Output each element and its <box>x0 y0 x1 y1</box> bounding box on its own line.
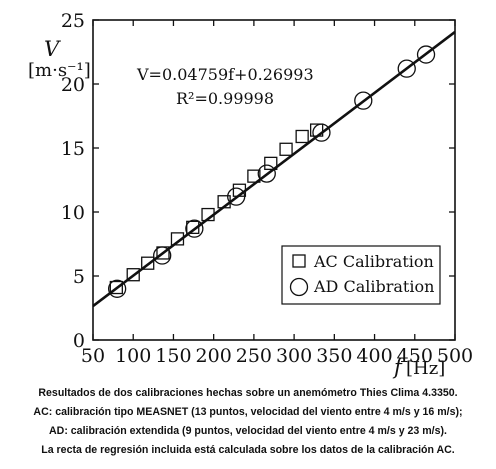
ac-calibration-point <box>201 207 215 222</box>
x-axis-unit: [Hz] <box>406 358 445 379</box>
data-points <box>107 45 436 298</box>
x-tick-label: 350 <box>316 345 352 367</box>
legend: AC Calibration AD Calibration <box>281 245 441 305</box>
x-tick-label: 450 <box>397 345 433 367</box>
ad-calibration-point <box>312 123 331 142</box>
regression-r-squared: R²=0.99998 <box>176 89 274 108</box>
ac-calibration-point <box>126 268 140 282</box>
legend-square-icon <box>292 254 306 268</box>
y-tick-label: 15 <box>61 138 85 160</box>
ac-calibration-point <box>247 169 261 183</box>
ad-calibration-point <box>257 164 276 183</box>
x-tick-label: 400 <box>356 345 392 367</box>
y-tick-label: 5 <box>73 266 85 288</box>
caption-line-1: Resultados de dos calibraciones hechas s… <box>38 387 458 399</box>
ad-calibration-point <box>416 45 436 64</box>
y-tick-label: 0 <box>73 330 85 352</box>
tick-marks <box>92 19 456 341</box>
ac-calibration-point <box>232 183 247 197</box>
caption-line-2: AC: calibración tipo MEASNET (13 puntos,… <box>33 406 463 418</box>
y-tick-label: 20 <box>61 74 85 96</box>
y-tick-label: 10 <box>61 202 85 224</box>
calibration-chart: 50 100 150 200 250 300 350 400 450 5000510152025 … <box>28 10 473 379</box>
ac-calibration-point <box>141 256 155 270</box>
y-tick-label: 25 <box>61 10 85 32</box>
ac-calibration-point <box>170 232 185 246</box>
ac-calibration-point <box>279 142 293 156</box>
legend-label-ad: AD Calibration <box>313 277 434 296</box>
legend-label-ac: AC Calibration <box>313 252 434 271</box>
legend-circle-icon <box>289 277 309 297</box>
x-tick-label: 250 <box>236 345 272 367</box>
x-tick-label: 50 <box>81 345 105 367</box>
ad-calibration-point <box>153 246 172 265</box>
ac-calibration-point <box>264 156 278 171</box>
ac-calibration-point <box>109 280 123 295</box>
ad-calibration-point <box>354 91 373 110</box>
legend-frame <box>281 245 441 305</box>
y-axis-variable: V <box>44 37 61 61</box>
regression-equation: V=0.04759f+0.26993 <box>136 65 314 84</box>
ad-calibration-point <box>397 59 416 78</box>
x-tick-label: 500 <box>437 345 473 367</box>
ac-calibration-point <box>309 123 324 137</box>
x-tick-label: 150 <box>155 345 191 367</box>
y-axis-unit: [m·s⁻¹] <box>28 60 91 81</box>
x-axis-variable: f <box>392 355 405 379</box>
figure-caption: Resultados de dos calibraciones hechas s… <box>0 384 496 460</box>
ac-calibration-point <box>295 129 309 144</box>
ad-calibration-point <box>107 279 127 298</box>
x-tick-label: 200 <box>196 345 232 367</box>
caption-line-4: La recta de regresión incluida está calc… <box>41 444 455 456</box>
ac-calibration-point <box>186 220 200 235</box>
plot-frame <box>92 19 456 341</box>
ad-calibration-point <box>185 219 204 238</box>
ad-calibration-point <box>227 187 246 206</box>
tick-labels: 50 100 150 200 250 300 350 400 450 500 0 5 10 15 20 25 <box>61 10 473 367</box>
caption-line-3: AD: calibración extendida (9 puntos, vel… <box>49 425 447 437</box>
x-tick-label: 100 <box>115 345 151 367</box>
x-tick-label: 300 <box>276 345 312 367</box>
